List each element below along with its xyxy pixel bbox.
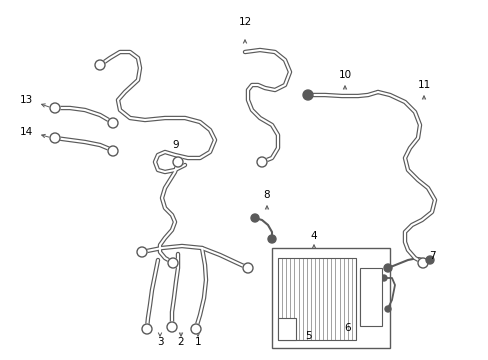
Bar (278, 258, 355, 340)
Circle shape (137, 247, 147, 257)
Circle shape (142, 324, 152, 334)
Circle shape (95, 60, 105, 70)
Text: 11: 11 (417, 80, 430, 90)
Circle shape (250, 214, 259, 222)
Circle shape (167, 322, 177, 332)
Circle shape (108, 146, 118, 156)
Circle shape (267, 235, 275, 243)
Circle shape (384, 306, 390, 312)
Text: 10: 10 (338, 70, 351, 80)
Circle shape (173, 157, 183, 167)
Circle shape (257, 157, 266, 167)
Bar (278, 318, 295, 340)
Circle shape (380, 275, 386, 281)
Text: 1: 1 (194, 337, 201, 347)
Text: 7: 7 (428, 251, 434, 261)
Circle shape (50, 133, 60, 143)
Circle shape (108, 118, 118, 128)
Circle shape (168, 258, 178, 268)
Circle shape (243, 263, 252, 273)
Text: 3: 3 (156, 337, 163, 347)
Text: 2: 2 (177, 337, 184, 347)
Text: 9: 9 (172, 140, 179, 150)
Text: 8: 8 (263, 190, 270, 200)
Circle shape (383, 264, 391, 272)
Text: 14: 14 (20, 127, 33, 137)
Circle shape (417, 258, 427, 268)
Bar (359, 268, 381, 326)
Circle shape (425, 256, 433, 264)
Text: 13: 13 (20, 95, 33, 105)
Text: 12: 12 (238, 17, 251, 27)
Bar (271, 248, 389, 348)
Text: 4: 4 (310, 231, 317, 241)
Circle shape (303, 90, 312, 100)
Circle shape (50, 103, 60, 113)
Circle shape (191, 324, 201, 334)
Text: 6: 6 (344, 323, 350, 333)
Text: 5: 5 (305, 331, 312, 341)
